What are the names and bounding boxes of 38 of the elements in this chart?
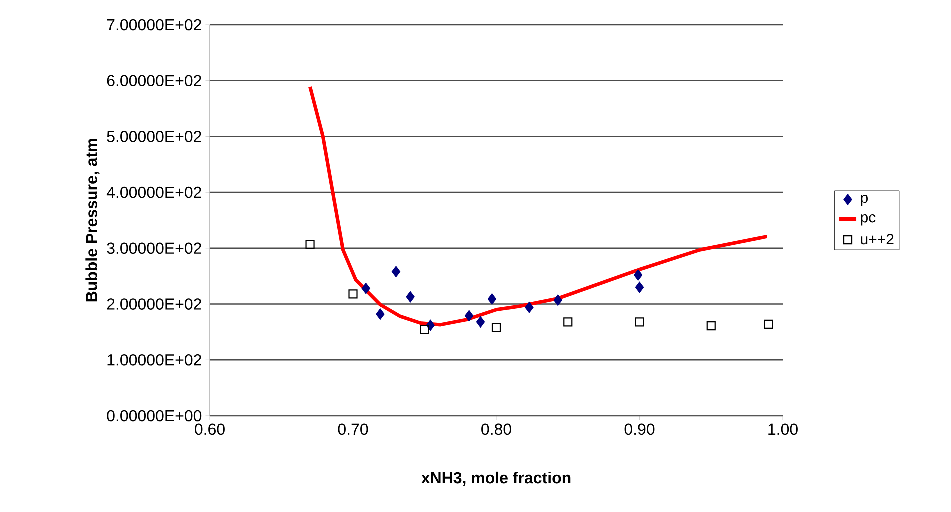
x-tick-label: 0.80 [482,424,512,436]
point [420,325,430,335]
point [392,266,401,278]
x-tick-label: 1.00 [768,424,798,436]
legend-label: u++2 [861,234,894,245]
point [348,290,358,299]
y-tick-label: 5.00000E+02 [107,131,202,142]
point [706,322,716,331]
x-tick-label: 0.70 [338,424,368,436]
point [635,318,644,327]
legend-label: pc [861,214,876,226]
point [406,291,415,303]
x-axis-title: xNH3, mole fraction [421,472,571,486]
point [764,320,774,329]
legend-label: p [861,194,868,206]
point [525,302,534,314]
point [476,316,486,328]
y-tick-label: 2.00000E+02 [107,298,202,310]
line-series [308,85,769,327]
point [634,270,643,281]
y-axis-title: Bubble Pressure, atm [86,139,100,302]
y-tick-label: 7.00000E+02 [107,19,202,31]
x-tick-label: 0.90 [624,424,655,436]
point [464,310,474,322]
point [492,323,502,332]
point [635,282,644,294]
point [564,318,573,327]
point [488,294,497,305]
point [362,283,370,294]
y-tick-label: 6.00000E+02 [107,75,202,87]
x-tick-label: 0.60 [195,424,225,436]
point [554,294,562,306]
point [376,308,385,320]
y-tick-label: 0.00000E+00 [107,410,202,422]
y-tick-label: 4.00000E+02 [106,186,202,198]
y-tick-label: 3.00000E+02 [107,242,202,254]
y-tick-label: 1.00000E+02 [108,354,202,366]
point [306,240,315,250]
